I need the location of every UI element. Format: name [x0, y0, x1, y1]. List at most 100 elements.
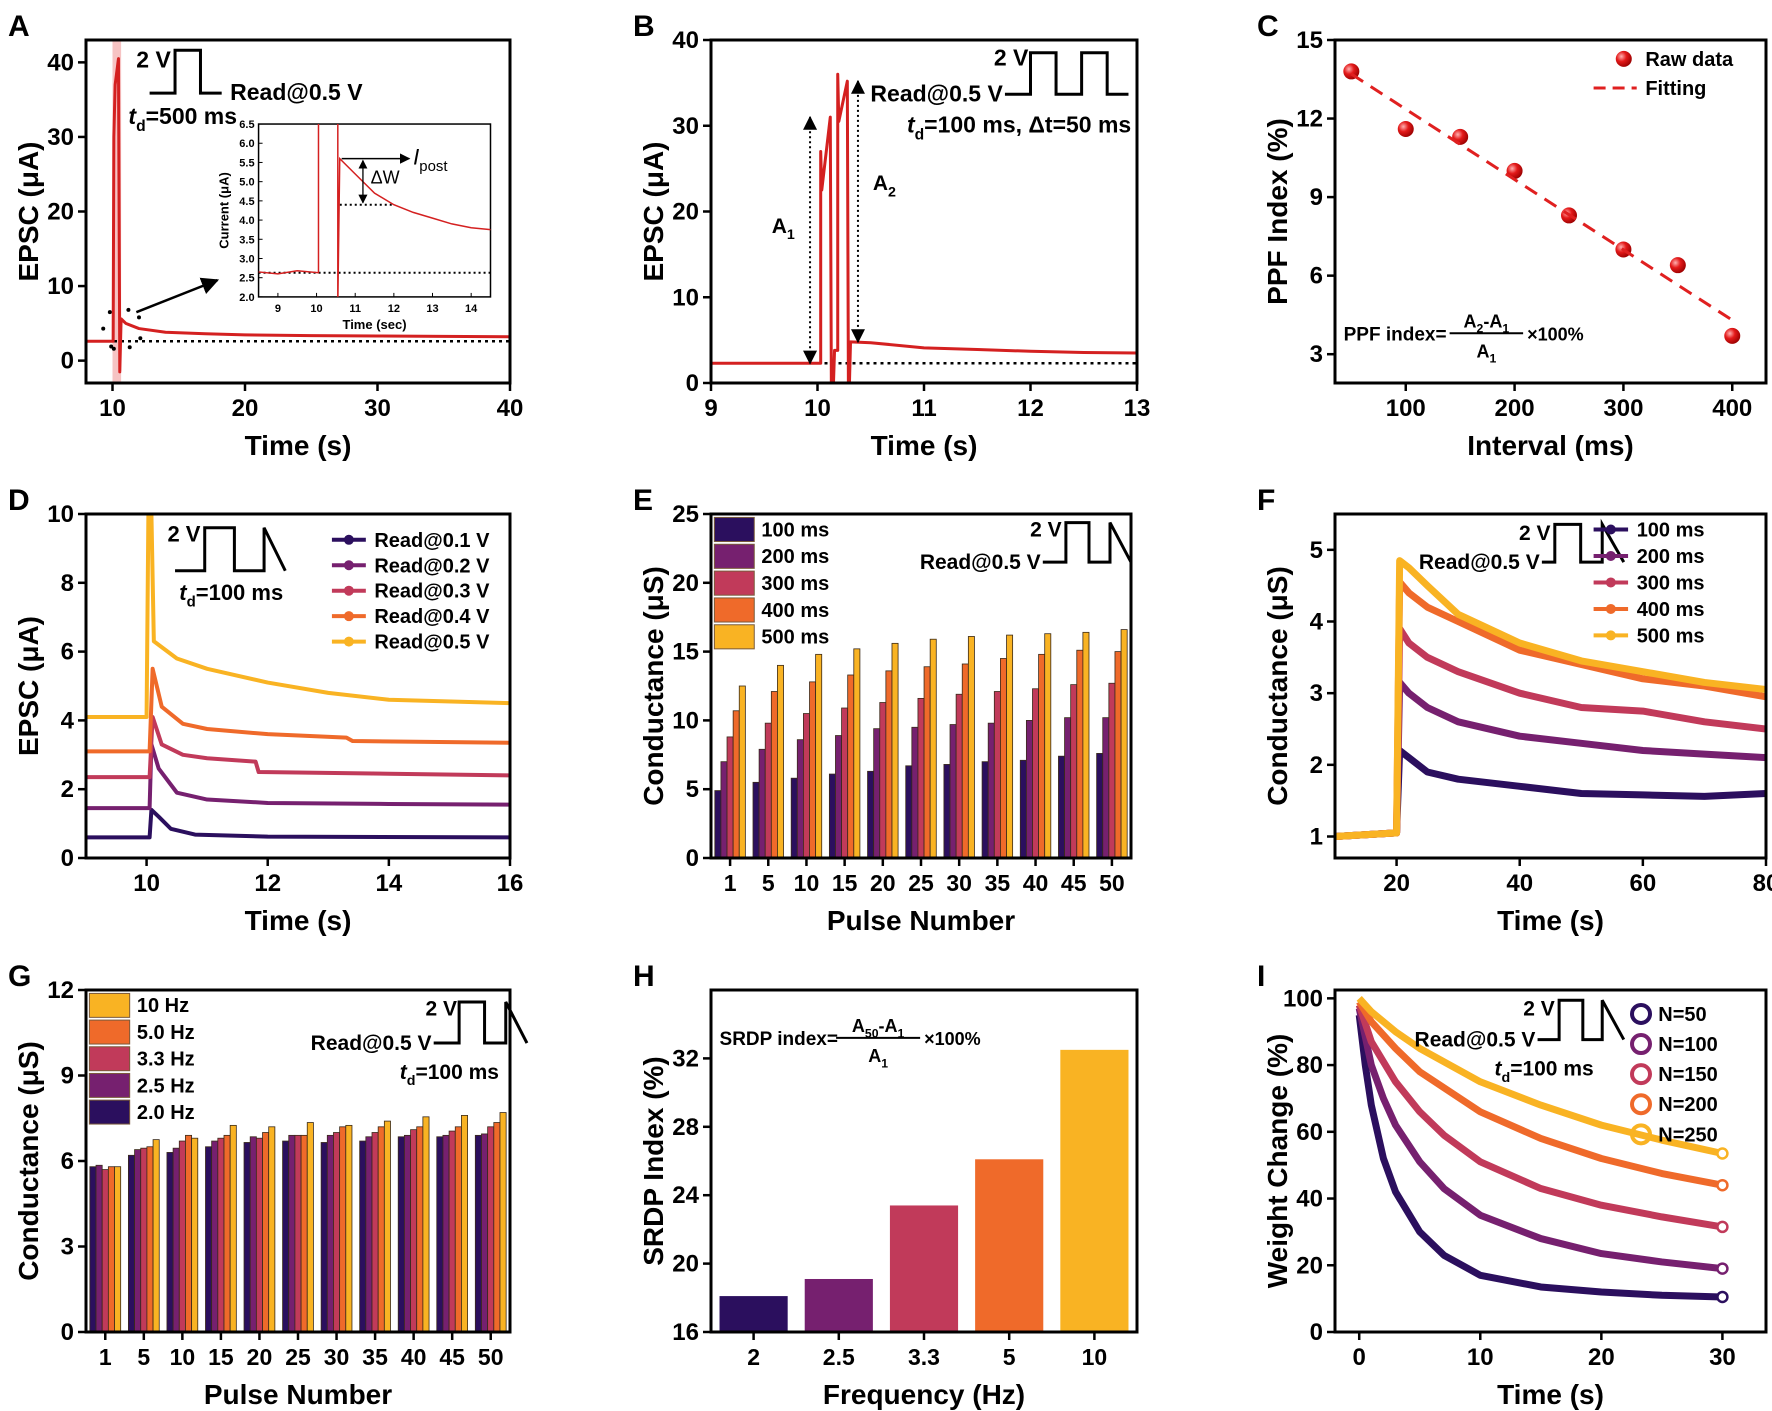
legend-marker	[1605, 550, 1616, 561]
pulse-high-label: 2 V	[425, 998, 457, 1021]
formula-lhs: SRDP index=	[720, 1029, 838, 1050]
x-tick-label: 11	[911, 395, 936, 422]
y-tick-label: 40	[47, 49, 74, 76]
inset-y-tick-label: 4.5	[239, 196, 254, 208]
legend-label: Read@0.3 V	[374, 581, 490, 603]
pulse-read-label: Read@0.5 V	[1419, 551, 1540, 574]
bar-200-ms-50	[1102, 717, 1110, 858]
bar-2.0-Hz-30	[320, 1142, 328, 1332]
series-line-Read-0-1-V	[86, 807, 510, 840]
bar-500-ms-25	[929, 638, 937, 858]
pulse-read-label: Read@0.5 V	[870, 81, 1003, 107]
x-tick-label: 45	[439, 1344, 465, 1370]
plot-area	[86, 40, 510, 383]
y-tick-label: 20	[47, 199, 74, 226]
panel-label: E	[633, 484, 653, 517]
y-tick-label: 100	[1283, 985, 1323, 1012]
y-axis-label: SRDP Index (%)	[638, 1056, 669, 1266]
bar-5.0-Hz-25	[300, 1134, 308, 1332]
plot-area	[714, 629, 1128, 858]
series-line-N-50	[1355, 1014, 1723, 1301]
x-tick-label: 30	[1709, 1344, 1736, 1371]
inset-y-tick-label: 5.0	[239, 177, 254, 189]
x-tick-label: 50	[478, 1344, 504, 1370]
selection-dot	[126, 307, 131, 312]
pulse-high-label: 2 V	[1519, 522, 1551, 545]
legend-label: N=150	[1658, 1064, 1718, 1086]
y-tick-label: 10	[672, 707, 699, 734]
bar-100-ms-35	[981, 761, 989, 858]
inset-y-tick-label: 2.5	[239, 273, 254, 285]
selection-dot	[107, 310, 112, 315]
bar-3.3-Hz-30	[333, 1132, 341, 1332]
plot-area	[86, 514, 510, 840]
y-tick-label: 20	[672, 570, 699, 597]
x-tick-label: 16	[497, 870, 524, 897]
legend-label: N=50	[1658, 1004, 1706, 1026]
inset-y-tick-label: 5.5	[239, 157, 254, 169]
bar-3.3-Hz-40	[410, 1129, 418, 1332]
bar-400-ms-30	[961, 663, 969, 858]
legend-marker	[1630, 1123, 1653, 1146]
legend-marker	[343, 611, 354, 622]
bar-500-ms-5	[777, 664, 784, 858]
bar-200-ms-45	[1064, 717, 1072, 858]
inset-y-tick-label: 6.5	[239, 119, 254, 131]
y-axis-label: Conductance (μS)	[13, 1041, 44, 1281]
y-tick-label: 20	[672, 1251, 699, 1278]
panel-label: G	[8, 960, 31, 993]
inset-chart: 9 10 11 12 13 14 2.0 2.5 3.0 3.5 4.0 4.5 5.0 5.5 6.0 6.…	[217, 119, 492, 332]
series-line-Read-0-4-V	[86, 666, 510, 754]
legend-label: Raw data	[1645, 49, 1734, 71]
pulse-read-label: Read@0.5 V	[920, 551, 1041, 574]
bar-400-ms-40	[1038, 653, 1046, 858]
x-tick-label: 25	[908, 870, 934, 896]
data-point	[1397, 121, 1414, 138]
y-tick-label: 15	[1296, 27, 1323, 54]
bar-400-ms-45	[1076, 649, 1084, 858]
y-tick-label: 5	[1310, 537, 1323, 564]
pulse-waveform-icon	[433, 1000, 529, 1045]
legend-marker	[1630, 1093, 1653, 1116]
y-axis-label: PPF Index (%)	[1262, 118, 1293, 305]
bar-3.3-Hz-15	[217, 1137, 225, 1332]
bar-5.0-Hz-30	[339, 1126, 347, 1332]
panel-i: I 0 10 20 30 0 20 40 60 80 100 Time (s) Weight Chang…	[1257, 960, 1768, 1410]
x-tick-label: 12	[1017, 395, 1044, 422]
inset-series-line	[258, 124, 491, 297]
bar-2.0-Hz-25	[282, 1140, 290, 1332]
inset-y-tick-label: 3.0	[239, 253, 254, 265]
y-tick-label: 25	[672, 501, 699, 528]
bar-300-ms-50	[1108, 682, 1116, 858]
selection-dot	[111, 346, 116, 351]
x-axis-label: Time (s)	[245, 430, 352, 461]
bar-5.0-Hz-10	[185, 1134, 193, 1332]
bar-10-Hz-40	[422, 1116, 430, 1332]
bar-400-ms-5	[770, 691, 778, 858]
y-axis-label: EPSC (μA)	[13, 616, 44, 756]
pulse-waveform-icon	[175, 526, 287, 573]
y-axis-label: EPSC (μA)	[13, 141, 44, 281]
series-line	[86, 57, 510, 374]
inset-x-tick-label: 14	[465, 303, 478, 315]
y-tick-label: 1	[1310, 824, 1323, 851]
panel-g: G 1 5 10 15 20 25 30 35 40 45 50 0 3 6 9 12 Pulse Number C…	[8, 960, 529, 1410]
bar-100-ms-1	[714, 790, 722, 858]
bar-400-ms-1	[732, 710, 740, 858]
legend-marker	[343, 585, 354, 596]
bar-2.5-Hz-35	[365, 1136, 373, 1332]
bar-500-ms-10	[815, 653, 823, 858]
x-tick-label: 40	[401, 1344, 427, 1370]
bar-5.0-Hz-20	[262, 1132, 270, 1332]
legend-label: Read@0.1 V	[374, 530, 490, 552]
y-tick-label: 40	[1296, 1186, 1323, 1213]
pulse-width-label: td=100 ms, Δt=50 ms	[907, 112, 1131, 144]
y-tick-label: 2	[61, 776, 74, 803]
bar-200-ms-20	[873, 728, 881, 858]
y-tick-label: 4	[1310, 609, 1324, 636]
y-tick-label: 3	[61, 1234, 74, 1261]
x-tick-label: 20	[232, 395, 259, 422]
legend-label: Read@0.5 V	[374, 632, 490, 654]
series-end-marker	[1716, 1147, 1729, 1160]
bar-300-ms-35	[993, 691, 1001, 858]
